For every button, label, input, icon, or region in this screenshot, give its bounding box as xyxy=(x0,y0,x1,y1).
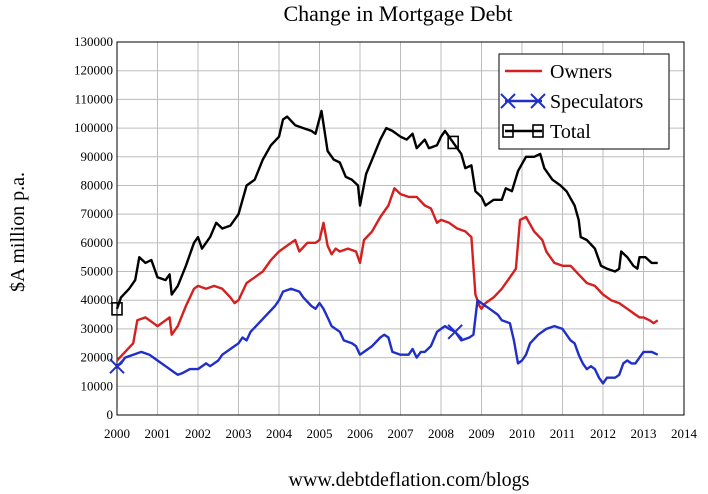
x-tick-label: 2014 xyxy=(671,426,698,441)
legend-entry-total: Total xyxy=(502,121,591,143)
y-tick-label: 110000 xyxy=(74,91,113,106)
legend-marker xyxy=(500,93,516,109)
x-tick-label: 2008 xyxy=(428,426,454,441)
y-tick-label: 50000 xyxy=(81,264,114,279)
x-tick-label: 2002 xyxy=(185,426,211,441)
y-tick-label: 70000 xyxy=(81,206,114,221)
x-tick-label: 2001 xyxy=(145,426,171,441)
x-tick-label: 2012 xyxy=(590,426,616,441)
y-tick-label: 120000 xyxy=(74,63,113,78)
series-layer xyxy=(109,109,659,385)
x-axis-ticks: 2000 2001 2002 2003 2004 2005 2006 2007 2008 2009… xyxy=(104,426,698,441)
x-tick-label: 2013 xyxy=(631,426,657,441)
x-tick-label: 2009 xyxy=(469,426,495,441)
series-marker-speculators xyxy=(109,358,125,374)
series-marker-speculators xyxy=(447,324,463,340)
legend-label: Speculators xyxy=(550,91,644,113)
chart-title: Change in Mortgage Debt xyxy=(283,1,512,26)
y-tick-label: 30000 xyxy=(81,321,114,336)
y-tick-label: 60000 xyxy=(81,235,114,250)
x-tick-label: 2000 xyxy=(104,426,130,441)
legend-label: Owners xyxy=(550,61,612,83)
series-marker-total xyxy=(447,135,459,150)
y-tick-label: 90000 xyxy=(81,149,114,164)
legend-entry-speculators: Speculators xyxy=(500,91,644,113)
y-tick-label: 20000 xyxy=(81,350,114,365)
plot-frame xyxy=(116,41,685,416)
x-tick-label: 2006 xyxy=(347,426,374,441)
legend-marker xyxy=(532,124,544,138)
series-line-total xyxy=(115,109,658,310)
x-tick-label: 2005 xyxy=(307,426,333,441)
y-tick-label: 0 xyxy=(107,407,114,422)
x-tick-label: 2007 xyxy=(388,426,415,441)
footer-url: www.debtdeflation.com/blogs xyxy=(289,469,530,491)
legend-label: Total xyxy=(550,121,591,143)
legend-marker xyxy=(530,93,546,109)
grid xyxy=(117,42,684,415)
y-tick-label: 80000 xyxy=(81,177,114,192)
y-tick-label: 130000 xyxy=(74,34,113,49)
series-line-speculators xyxy=(116,287,659,385)
y-tick-label: 100000 xyxy=(74,120,113,135)
y-axis-label: $A million p.a. xyxy=(7,172,29,292)
x-tick-label: 2003 xyxy=(226,426,252,441)
y-axis-ticks: 0 10000 20000 30000 40000 50000 60000 70000 8000… xyxy=(74,34,113,422)
legend: Owners Speculators Total xyxy=(498,53,670,150)
series-marker-total xyxy=(111,302,123,316)
series-speculators xyxy=(109,287,659,385)
x-tick-label: 2011 xyxy=(550,426,576,441)
legend-marker xyxy=(502,124,514,138)
y-tick-label: 40000 xyxy=(81,292,114,307)
legend-entry-owners: Owners xyxy=(505,61,612,83)
series-total xyxy=(111,109,658,316)
y-tick-label: 10000 xyxy=(81,378,114,393)
series-line-owners xyxy=(116,187,659,362)
x-tick-label: 2010 xyxy=(509,426,535,441)
series-owners xyxy=(116,187,659,362)
x-tick-label: 2004 xyxy=(266,426,293,441)
